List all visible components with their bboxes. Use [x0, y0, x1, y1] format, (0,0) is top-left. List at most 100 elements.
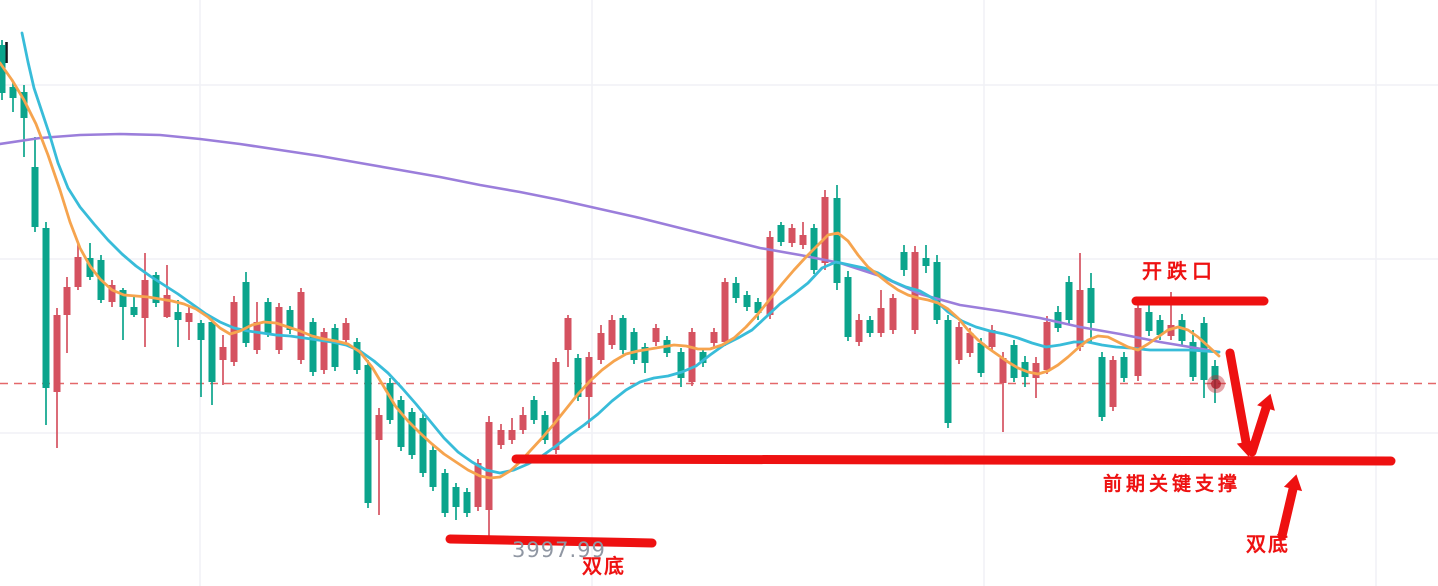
annotation-double-bottom-arrow-shaft: [1277, 484, 1298, 541]
candle-body: [297, 292, 305, 360]
candle-body: [530, 400, 538, 420]
candle-body: [1098, 357, 1106, 417]
candle-body: [855, 320, 863, 342]
candle-body: [1010, 345, 1018, 378]
candle-body: [452, 487, 460, 507]
annotation-gap-label: 开跌口: [1142, 259, 1217, 283]
candle-body: [331, 328, 339, 367]
candle-body: [821, 197, 829, 263]
candle-body: [185, 313, 193, 322]
candle-body: [1065, 282, 1073, 320]
candle-body: [342, 323, 350, 340]
candle-body: [777, 225, 785, 242]
candle-body: [833, 198, 841, 283]
annotation-bottom-price-label: 3997.99: [512, 538, 606, 562]
candle-body: [264, 302, 272, 333]
candle-body: [42, 228, 50, 388]
candle-body: [1109, 360, 1117, 407]
candle-body: [364, 365, 372, 503]
candle-body: [441, 473, 449, 513]
candle-body: [219, 347, 227, 360]
annotation-bounce-arrow-shaft: [1247, 403, 1271, 457]
candle-body: [397, 400, 405, 447]
candle-body: [1087, 288, 1095, 323]
annotation-key-support-line: [511, 454, 1396, 466]
candle-body: [754, 302, 762, 313]
candle-body: [309, 322, 317, 372]
candle-body: [597, 333, 605, 360]
candle-body: [31, 167, 39, 227]
candle-body: [788, 228, 796, 243]
candle-body: [877, 308, 885, 333]
candle-body: [9, 87, 17, 98]
candle-body: [608, 320, 616, 345]
annotation-double-bottom-line: [445, 534, 657, 548]
candle-body: [1145, 312, 1153, 331]
candle-body: [408, 412, 416, 455]
candle-body: [108, 285, 116, 302]
candle-body: [889, 298, 897, 330]
candle-body: [766, 237, 774, 315]
annotation-double-bottom-label-right: 双底: [1246, 532, 1290, 556]
candle-body: [1054, 312, 1062, 328]
annotation-bounce-arrow-head: [1257, 393, 1275, 411]
candle-body: [497, 430, 505, 445]
candle-body: [922, 258, 930, 266]
candle-body: [242, 282, 250, 343]
candle-body: [630, 332, 638, 360]
candle-body: [119, 290, 127, 307]
candle-body: [320, 332, 328, 370]
candle-body: [474, 463, 482, 507]
candle-body: [208, 322, 216, 382]
candle-body: [1156, 320, 1164, 335]
candle-body: [977, 343, 985, 373]
annotation-double-bottom-label-left: 双底: [582, 554, 626, 578]
candle-body: [1189, 342, 1197, 377]
candle-body: [353, 342, 361, 370]
candle-body: [253, 322, 261, 350]
candle-body: [574, 358, 582, 397]
candle-body: [743, 295, 751, 307]
candle-body: [419, 418, 427, 473]
candle-body: [732, 283, 740, 298]
candle-body: [652, 328, 660, 342]
candle-body: [933, 262, 941, 320]
candle-body: [688, 332, 696, 382]
candle-body: [866, 320, 874, 333]
candle-body: [286, 310, 294, 330]
candle-body: [641, 347, 649, 363]
candle-body: [552, 362, 560, 450]
candle-body: [63, 287, 71, 315]
candle-body: [375, 415, 383, 440]
ma-slow-purple-line: [0, 132, 1221, 354]
candle-body: [386, 383, 394, 420]
candle-body: [1178, 320, 1186, 341]
candle-body: [799, 235, 807, 245]
candle-body: [1211, 366, 1219, 380]
candle-body: [1032, 363, 1040, 378]
candle-body: [163, 295, 171, 317]
current-price-dot: [1211, 379, 1221, 389]
candle-body: [275, 307, 283, 350]
candle-body: [710, 332, 718, 343]
candle-body: [197, 323, 205, 340]
candle-body: [130, 307, 138, 315]
annotation-drop-arrow-shaft: [1225, 348, 1251, 447]
candle-body: [508, 430, 516, 440]
candle-body: [1076, 290, 1084, 347]
candle-body: [966, 333, 974, 353]
candle-body: [988, 330, 996, 347]
candle-body: [20, 92, 28, 118]
candle-body: [721, 282, 729, 342]
candle-body: [152, 275, 160, 303]
candle-body: [677, 352, 685, 378]
candle-body: [429, 450, 437, 487]
candle-body: [619, 318, 627, 350]
candle-body: [541, 415, 549, 440]
candle-body: [141, 280, 149, 318]
ma-mid-cyan-line: [20, 31, 1221, 475]
candle-body: [53, 315, 61, 392]
candle-body: [174, 312, 182, 320]
